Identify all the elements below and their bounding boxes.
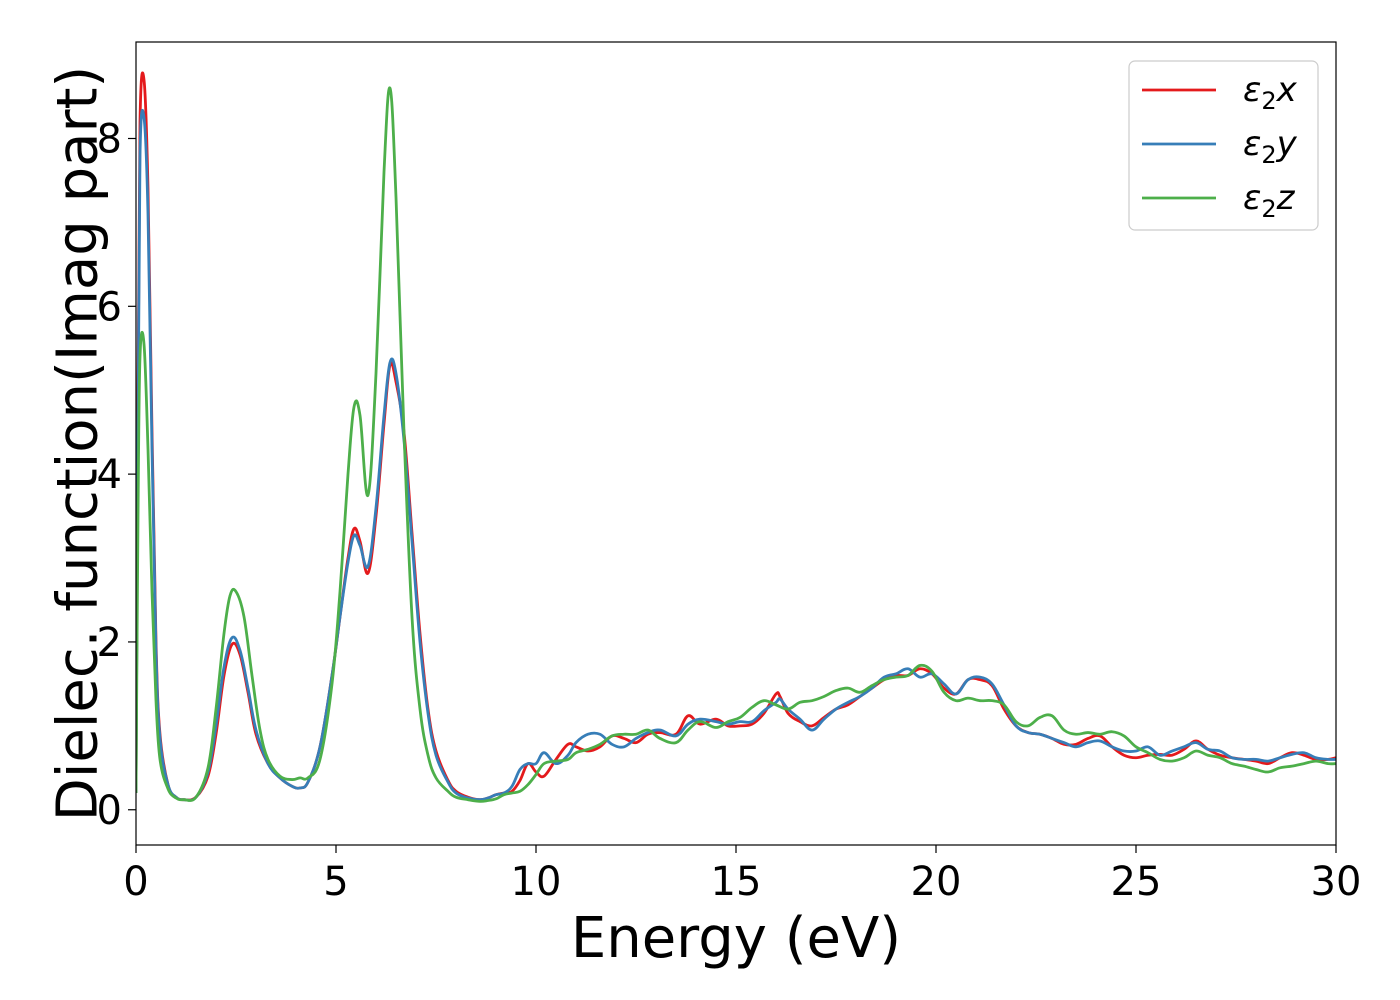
y-tick-label: 8 [97, 116, 122, 162]
legend-label-x: ε2x [1243, 70, 1298, 115]
x-tick-label: 10 [511, 859, 562, 905]
y-tick-label: 2 [97, 620, 122, 666]
series-line-z [136, 86, 1336, 803]
series-line-y [136, 108, 1336, 802]
legend-label-z: ε2z [1243, 178, 1296, 223]
y-tick-label: 6 [97, 284, 122, 330]
x-tick-label: 25 [1111, 859, 1162, 905]
legend: ε2x ε2y ε2z [1128, 60, 1319, 231]
x-tick-label: 5 [323, 859, 348, 905]
legend-box [1128, 60, 1319, 231]
x-tick-label: 20 [911, 859, 962, 905]
y-tick-label: 4 [97, 452, 122, 498]
y-axis-title: Dielec. function(Imag part) [46, 66, 111, 822]
plot-lines [136, 71, 1336, 803]
y-axis-ticks: 0 2 4 6 8 [97, 116, 136, 834]
x-tick-label: 0 [123, 859, 148, 905]
x-axis-ticks: 0 5 10 15 20 25 30 [123, 845, 1361, 905]
x-axis-title: Energy (eV) [571, 906, 901, 971]
x-tick-label: 30 [1311, 859, 1362, 905]
legend-label-y: ε2y [1243, 124, 1298, 169]
x-tick-label: 15 [711, 859, 762, 905]
y-tick-label: 0 [97, 788, 122, 834]
